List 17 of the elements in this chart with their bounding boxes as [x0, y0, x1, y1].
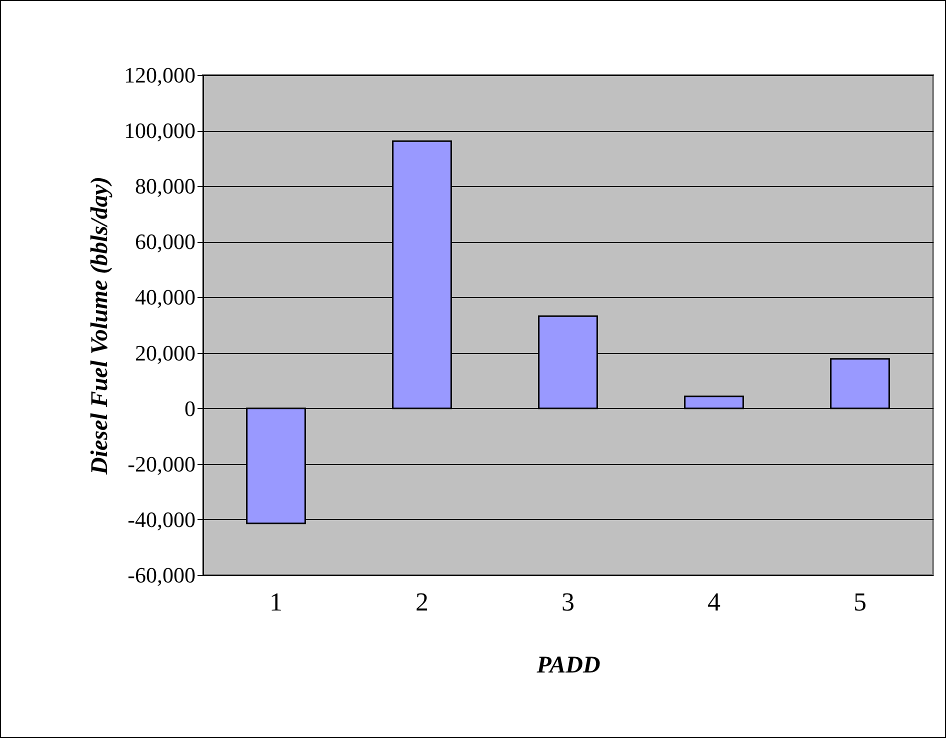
x-tick-label: 1 — [270, 588, 282, 616]
y-tick-label: 60,000 — [135, 229, 196, 254]
y-tick-label: -60,000 — [128, 562, 196, 588]
y-tick-label: -40,000 — [128, 506, 196, 532]
y-tick-label: 20,000 — [135, 340, 196, 366]
x-tick-label: 3 — [562, 588, 574, 616]
x-tick-label: 2 — [416, 588, 428, 616]
y-axis-title: Diesel Fuel Volume (bbls/day) — [87, 176, 113, 476]
y-tick-label: 80,000 — [135, 174, 196, 199]
y-tick-label: 120,000 — [124, 62, 196, 88]
x-axis-title: PADD — [536, 652, 600, 678]
x-tick-label: 5 — [854, 588, 866, 616]
y-tick-label: -20,000 — [128, 451, 196, 476]
x-tick-label: 4 — [708, 588, 720, 616]
y-tick-label: 0 — [184, 396, 196, 421]
y-tick-label: 40,000 — [135, 284, 196, 310]
y-tick-label: 100,000 — [124, 118, 196, 144]
